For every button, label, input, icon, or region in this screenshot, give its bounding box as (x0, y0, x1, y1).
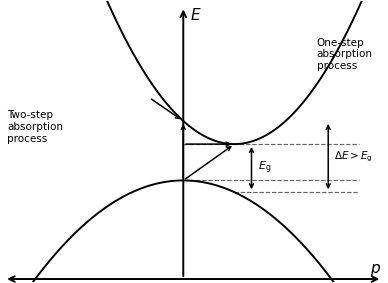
Text: Two-step
absorption
process: Two-step absorption process (7, 110, 63, 143)
Text: $\Delta E > E_\mathrm{g}$: $\Delta E > E_\mathrm{g}$ (334, 149, 373, 164)
Text: p: p (370, 261, 379, 276)
Text: One-step
absorption
process: One-step absorption process (317, 38, 373, 71)
Text: E: E (190, 8, 200, 23)
Text: $E_\mathrm{g}$: $E_\mathrm{g}$ (258, 160, 272, 176)
